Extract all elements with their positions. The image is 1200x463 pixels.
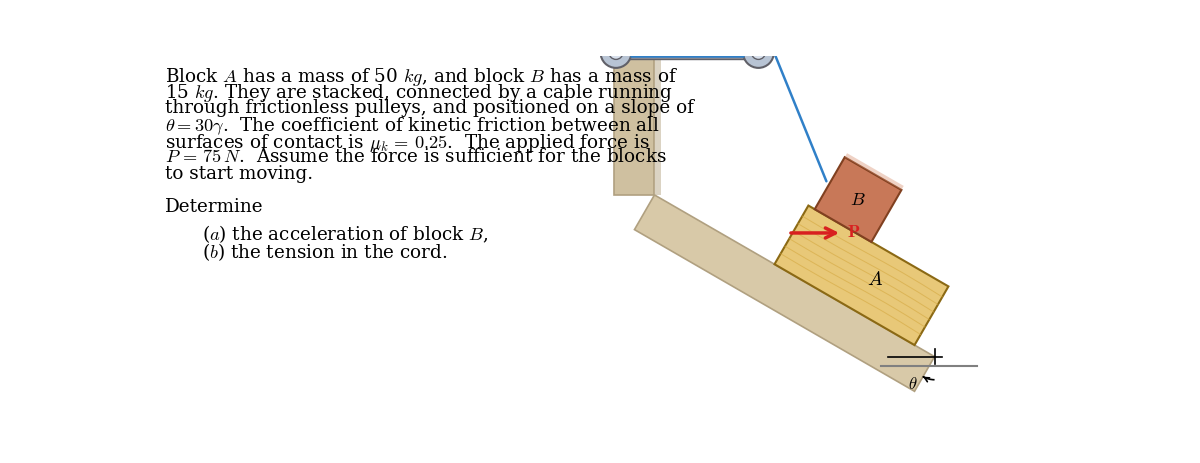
Text: $\mathbf{P}$: $\mathbf{P}$ (847, 223, 860, 241)
Polygon shape (845, 153, 904, 190)
Circle shape (751, 45, 766, 59)
Polygon shape (734, 0, 763, 54)
Text: ($a$) the acceleration of block $B$,: ($a$) the acceleration of block $B$, (202, 223, 487, 244)
Text: through frictionless pulleys, and positioned on a slope of: through frictionless pulleys, and positi… (164, 99, 694, 117)
Circle shape (743, 37, 774, 68)
Polygon shape (654, 0, 661, 195)
Polygon shape (815, 157, 901, 242)
Text: $A$: $A$ (868, 271, 883, 289)
Text: $\theta$: $\theta$ (907, 375, 917, 393)
Polygon shape (635, 195, 935, 391)
Text: $\theta = 30°$.  The coefficient of kinetic friction between all: $\theta = 30°$. The coefficient of kinet… (164, 115, 660, 137)
Text: Block $A$ has a mass of 50 $\mathit{kg}$, and block $B$ has a mass of: Block $A$ has a mass of 50 $\mathit{kg}$… (164, 66, 678, 88)
Circle shape (610, 45, 623, 59)
Text: Determine: Determine (164, 198, 263, 216)
Text: ($b$) the tension in the cord.: ($b$) the tension in the cord. (202, 241, 448, 263)
Circle shape (600, 37, 631, 68)
Polygon shape (614, 0, 654, 195)
Text: surfaces of contact is $\mu_k\, =\, 0.25$.  The applied force is: surfaces of contact is $\mu_k\, =\, 0.25… (164, 132, 649, 154)
Text: $B$: $B$ (851, 191, 866, 208)
Circle shape (756, 50, 761, 55)
Text: $P\, =\, 75\, N$.  Assume the force is sufficient for the blocks: $P\, =\, 75\, N$. Assume the force is su… (164, 148, 666, 166)
Text: to start moving.: to start moving. (164, 165, 313, 183)
Polygon shape (614, 46, 758, 59)
Polygon shape (774, 206, 948, 345)
Text: 15 $\mathit{kg}$. They are stacked, connected by a cable running: 15 $\mathit{kg}$. They are stacked, conn… (164, 82, 672, 104)
Circle shape (613, 50, 619, 55)
